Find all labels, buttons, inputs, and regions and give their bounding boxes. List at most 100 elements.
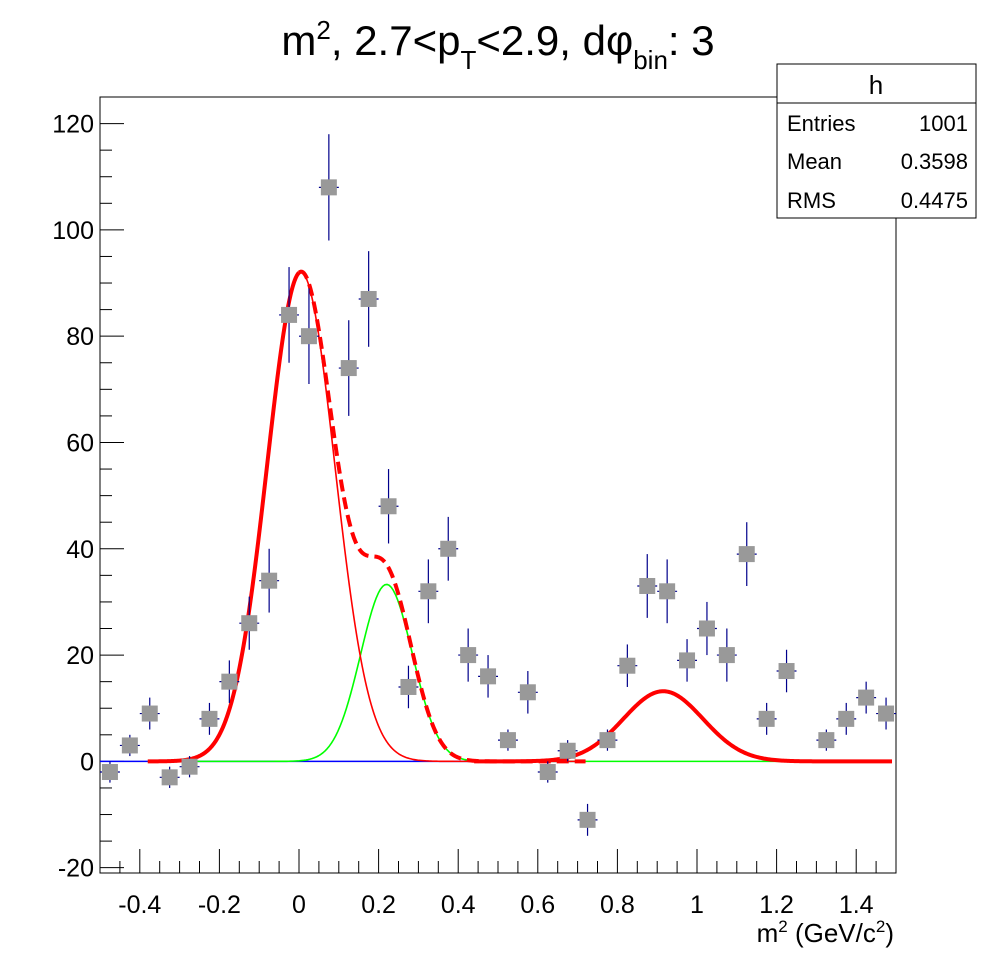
point-marker	[221, 673, 238, 690]
data-point	[159, 766, 180, 788]
stats-box-title: h	[869, 70, 883, 100]
point-marker	[400, 678, 417, 695]
data-point	[677, 639, 697, 682]
point-marker	[201, 710, 218, 727]
point-marker	[639, 577, 656, 594]
data-point	[279, 267, 299, 363]
point-marker	[380, 498, 397, 515]
data-points	[100, 134, 896, 836]
point-marker	[519, 684, 536, 701]
data-point	[657, 559, 678, 624]
y-tick-label: 20	[66, 642, 94, 670]
stats-rms-label: RMS	[787, 188, 836, 213]
point-marker	[499, 732, 516, 749]
title-sub-t: T	[460, 45, 476, 75]
point-marker	[619, 657, 636, 674]
data-point	[318, 134, 339, 241]
x-tick-label: 0.2	[361, 891, 396, 919]
data-point	[438, 516, 459, 581]
x-tick-label: 1	[690, 891, 704, 919]
data-point	[299, 288, 319, 385]
data-point	[458, 628, 479, 682]
data-point	[398, 665, 419, 709]
data-point	[716, 628, 737, 682]
y-tick-label: 120	[52, 111, 94, 139]
data-point	[478, 655, 498, 698]
stats-box-frame	[776, 63, 977, 219]
point-marker	[281, 306, 298, 323]
stats-mean-label: Mean	[787, 149, 842, 174]
title-phi: φ	[606, 17, 633, 64]
point-marker	[838, 710, 855, 727]
data-point	[139, 697, 160, 730]
y-tick-label: 100	[52, 217, 94, 245]
point-marker	[161, 769, 178, 786]
fit-curves	[100, 269, 893, 764]
data-point	[358, 251, 379, 347]
data-point	[239, 596, 260, 650]
point-marker	[121, 737, 138, 754]
point-marker	[878, 705, 895, 722]
stats-box: h Entries 1001 Mean 0.3598 RMS 0.4475	[776, 63, 977, 219]
point-marker	[579, 811, 596, 828]
title-bin-value: : 3	[668, 17, 715, 64]
point-marker	[480, 668, 497, 685]
x-tick-label: 1.4	[839, 891, 874, 919]
x-tick-label: -0.2	[198, 891, 241, 919]
point-marker	[679, 652, 696, 669]
axes: -0.4 -0.2 0 0.2 0.4 0.6 0.8 1 1.2 1.4 -20 0 20 40 60 80…	[52, 111, 897, 919]
data-point	[378, 469, 399, 544]
point-marker	[420, 583, 437, 600]
data-point	[517, 671, 538, 714]
point-marker	[559, 742, 576, 759]
point-marker	[181, 758, 198, 775]
data-point	[736, 522, 757, 586]
x-tick-label: -0.4	[118, 891, 161, 919]
data-point	[418, 559, 439, 624]
x-tick-label: 0.6	[520, 891, 555, 919]
data-point	[697, 601, 717, 656]
point-marker	[360, 290, 377, 307]
point-marker	[659, 583, 676, 600]
data-point	[597, 729, 618, 751]
title-pt-upper: <2.9, d	[476, 17, 606, 64]
stats-rms-value: 0.4475	[901, 188, 968, 213]
x-tick-label: 0.8	[600, 891, 635, 919]
data-point	[179, 756, 200, 778]
point-marker	[300, 328, 317, 345]
data-point	[498, 729, 518, 751]
x-axis-label: m2 (GeV/c2)	[757, 917, 894, 948]
x-tick-label: 0.4	[441, 891, 476, 919]
point-marker	[698, 620, 715, 637]
data-point	[856, 681, 877, 714]
point-marker	[460, 647, 477, 664]
y-tick-label: -20	[58, 855, 94, 883]
point-marker	[241, 615, 258, 632]
point-marker	[340, 360, 357, 377]
point-marker	[141, 705, 158, 722]
data-point	[836, 702, 857, 735]
point-marker	[539, 764, 556, 781]
data-point	[537, 761, 558, 783]
data-point	[577, 803, 598, 836]
title-sub-bin: bin	[633, 45, 668, 75]
data-point	[637, 554, 658, 618]
data-point	[338, 320, 359, 416]
point-marker	[599, 732, 616, 749]
data-point	[816, 729, 837, 751]
fit-curve-proton-gauss	[473, 689, 893, 764]
point-marker	[440, 540, 457, 557]
y-tick-label: 40	[66, 536, 94, 564]
title-m: m	[281, 17, 316, 64]
y-tick-label: 0	[80, 748, 94, 776]
point-marker	[858, 689, 875, 706]
data-point	[876, 697, 896, 730]
data-point	[219, 660, 240, 703]
data-point	[119, 734, 140, 757]
data-point	[617, 644, 638, 687]
y-tick-label: 80	[66, 323, 94, 351]
point-marker	[758, 710, 775, 727]
point-marker	[261, 572, 278, 589]
fit-curve-pion-kaon-sum	[146, 271, 301, 764]
